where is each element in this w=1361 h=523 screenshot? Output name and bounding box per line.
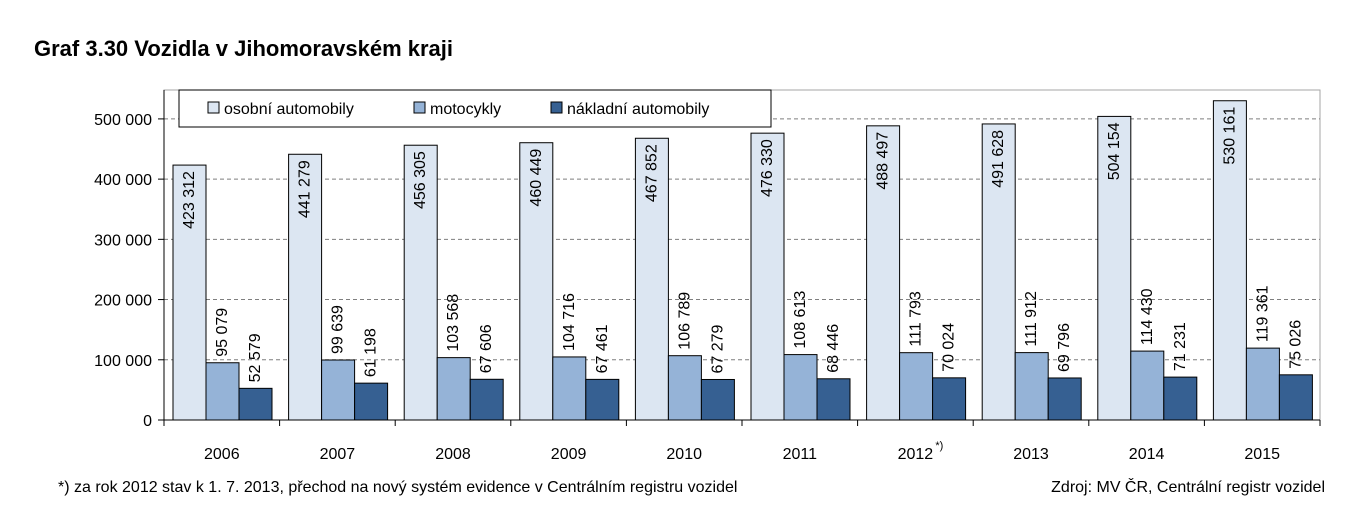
- x-tick-label: 2010: [666, 446, 702, 463]
- data-label: 530 161: [1221, 107, 1238, 165]
- bar: [403, 144, 438, 421]
- data-label: 104 716: [561, 293, 578, 351]
- legend-swatch: [207, 101, 220, 114]
- bar: [172, 164, 207, 421]
- source-note: Zdroj: MV ČR, Centrální registr vozidel: [1051, 479, 1325, 496]
- data-label: 488 497: [875, 132, 892, 190]
- bar: [932, 377, 967, 421]
- data-label: 504 154: [1106, 122, 1123, 180]
- x-tick-label: 2007: [320, 446, 356, 463]
- x-tick-label: 2009: [551, 446, 587, 463]
- data-label: 108 613: [792, 291, 809, 349]
- bars-layer: [172, 100, 1313, 421]
- bar: [634, 137, 669, 421]
- bar: [667, 355, 702, 421]
- data-label: 67 606: [478, 324, 495, 373]
- legend-swatch: [413, 101, 426, 114]
- bar: [1245, 347, 1280, 421]
- bar: [1278, 374, 1313, 421]
- bar: [552, 356, 587, 421]
- y-tick-label: 300 000: [94, 232, 152, 249]
- bar: [519, 142, 554, 421]
- legend-label: nákladní automobily: [567, 101, 709, 118]
- data-label: 111 912: [1023, 291, 1040, 347]
- bar: [238, 387, 273, 421]
- y-tick-label: 500 000: [94, 112, 152, 129]
- y-tick-label: 200 000: [94, 293, 152, 310]
- legend: osobní automobily motocykly nákladní autom…: [178, 89, 772, 128]
- data-label: 67 461: [594, 324, 611, 373]
- bar: [1130, 350, 1165, 421]
- bar: [981, 123, 1016, 421]
- x-tick-label: 2014: [1129, 446, 1165, 463]
- bar: [700, 378, 735, 421]
- data-label: 441 279: [297, 160, 314, 218]
- y-tick-label: 100 000: [94, 353, 152, 370]
- data-label: 467 852: [643, 144, 660, 202]
- legend-label: motocykly: [430, 101, 501, 118]
- bar: [585, 378, 620, 421]
- data-label: 111 793: [908, 291, 925, 347]
- x-tick-label: 2006: [204, 446, 240, 463]
- x-tick-superscript: *): [935, 440, 943, 452]
- bar: [321, 359, 356, 421]
- data-label: 75 026: [1287, 320, 1304, 369]
- axis-layer: 0 100 000 200 000 300 000 400 000 500 000 2006…: [94, 90, 1321, 463]
- bar: [783, 354, 818, 421]
- data-label: 456 305: [412, 151, 429, 209]
- bar: [469, 378, 504, 421]
- bar: [816, 378, 851, 421]
- bar: [436, 357, 471, 421]
- x-tick-label: 2015: [1244, 446, 1280, 463]
- data-label: 114 430: [1139, 288, 1156, 345]
- bar: [288, 153, 323, 421]
- bar: [205, 362, 240, 421]
- bar: [354, 382, 389, 421]
- bar: [1047, 377, 1082, 421]
- data-label: 52 579: [247, 333, 264, 382]
- data-label: 476 330: [759, 139, 776, 197]
- y-tick-label: 0: [143, 413, 152, 430]
- y-tick-label: 400 000: [94, 172, 152, 189]
- data-label: 71 231: [1172, 322, 1189, 371]
- data-label: 103 568: [445, 294, 462, 352]
- x-tick-label: 2012: [898, 446, 934, 463]
- data-label: 460 449: [528, 149, 545, 207]
- footnote: *) za rok 2012 stav k 1. 7. 2013, přecho…: [58, 479, 738, 496]
- data-label: 68 446: [825, 324, 842, 373]
- labels-layer: 423 312 441 279 456 305 460 449 467 852 476 3…: [181, 107, 1304, 383]
- x-tick-label: 2011: [783, 446, 818, 463]
- legend-label: osobní automobily: [224, 101, 354, 118]
- x-tick-label: 2013: [1013, 446, 1049, 463]
- data-label: 69 796: [1056, 323, 1073, 372]
- data-label: 67 279: [709, 324, 726, 373]
- data-label: 70 024: [941, 323, 958, 372]
- bar: [1014, 352, 1049, 421]
- x-tick-label: 2008: [435, 446, 471, 463]
- chart-title: Graf 3.30 Vozidla v Jihomoravském kraji: [34, 36, 454, 61]
- data-label: 61 198: [363, 328, 380, 377]
- bar: [1212, 100, 1247, 421]
- data-label: 119 361: [1254, 285, 1271, 342]
- legend-swatch: [550, 101, 563, 114]
- bar: [899, 352, 934, 421]
- data-label: 99 639: [330, 305, 347, 354]
- data-label: 491 628: [990, 130, 1007, 188]
- bar: [1097, 115, 1132, 421]
- data-label: 95 079: [214, 308, 231, 357]
- data-label: 423 312: [181, 171, 198, 229]
- data-label: 106 789: [676, 292, 693, 350]
- bar: [1163, 376, 1198, 421]
- legend-box: [178, 89, 772, 128]
